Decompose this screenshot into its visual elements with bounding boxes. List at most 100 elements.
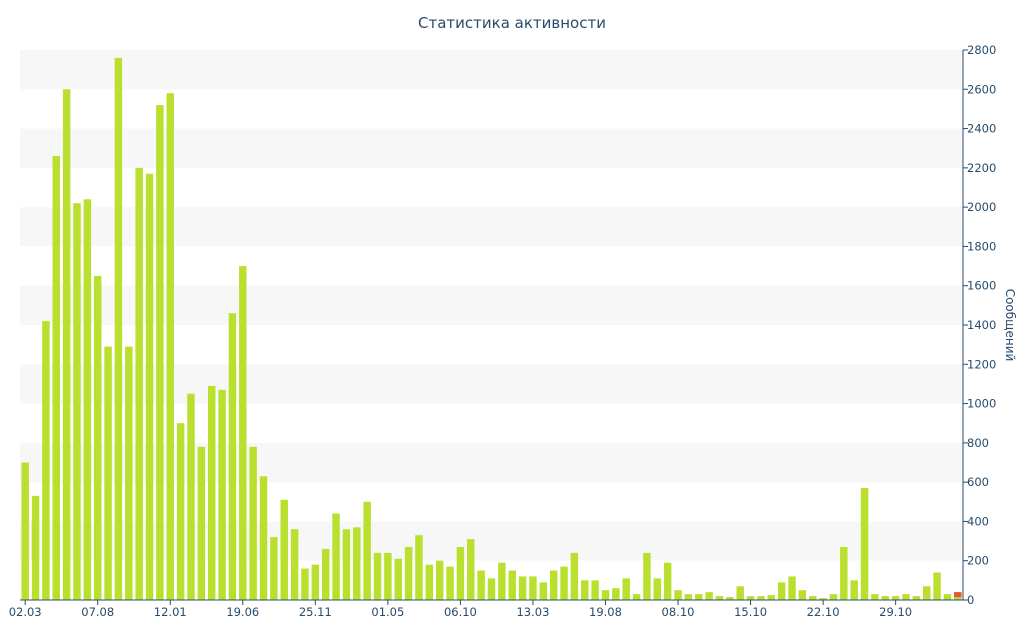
- bar[interactable]: [788, 576, 796, 600]
- bar[interactable]: [819, 598, 827, 600]
- bar[interactable]: [114, 57, 123, 601]
- bar[interactable]: [902, 594, 910, 600]
- bar[interactable]: [62, 89, 71, 600]
- bar[interactable]: [373, 552, 382, 600]
- bar[interactable]: [923, 586, 931, 600]
- bar[interactable]: [270, 537, 278, 600]
- bar[interactable]: [176, 423, 185, 600]
- bar[interactable]: [498, 562, 506, 600]
- bar[interactable]: [622, 578, 630, 600]
- bar[interactable]: [601, 590, 610, 600]
- bar[interactable]: [353, 527, 361, 600]
- bar[interactable]: [290, 529, 299, 600]
- bar[interactable]: [809, 596, 817, 600]
- bar[interactable]: [570, 552, 579, 600]
- x-axis: 02.03 07.08 12.01 19.06 25.11 01.05 06.10 13.03…: [9, 599, 963, 619]
- bar[interactable]: [394, 558, 402, 600]
- bar[interactable]: [643, 552, 651, 600]
- bar[interactable]: [435, 560, 444, 600]
- bar[interactable]: [311, 564, 320, 600]
- bar[interactable]: [125, 346, 133, 600]
- bar[interactable]: [31, 495, 40, 600]
- bar-series: [21, 57, 962, 601]
- bar[interactable]: [736, 586, 744, 600]
- bar[interactable]: [415, 535, 423, 600]
- bar[interactable]: [829, 594, 838, 600]
- bar[interactable]: [653, 578, 662, 600]
- bar[interactable]: [259, 476, 268, 600]
- bar[interactable]: [715, 596, 724, 600]
- bar[interactable]: [21, 462, 29, 601]
- bar[interactable]: [83, 199, 92, 601]
- y-tick-label: 400: [967, 514, 989, 528]
- bar[interactable]: [746, 596, 755, 600]
- y-axis: 0 200 400 600 800 1000 1200 1400 1600 1800 2000 220…: [962, 43, 996, 607]
- bar[interactable]: [943, 594, 952, 600]
- bar[interactable]: [52, 156, 60, 600]
- bar[interactable]: [632, 594, 641, 600]
- bar[interactable]: [218, 389, 226, 600]
- bar[interactable]: [933, 572, 941, 601]
- bar[interactable]: [42, 321, 50, 600]
- bar[interactable]: [860, 488, 869, 600]
- bar[interactable]: [301, 568, 309, 600]
- bar[interactable]: [166, 93, 174, 601]
- bar[interactable]: [487, 578, 496, 600]
- bar[interactable]: [342, 529, 351, 600]
- bar[interactable]: [321, 548, 330, 600]
- bar[interactable]: [891, 596, 900, 600]
- bar[interactable]: [549, 570, 558, 600]
- bar[interactable]: [840, 546, 848, 600]
- bar[interactable]: [425, 564, 434, 600]
- x-tick-label: 15.10: [734, 605, 767, 619]
- bar[interactable]: [529, 576, 537, 600]
- bar[interactable]: [850, 580, 858, 600]
- bar[interactable]: [581, 580, 589, 600]
- bar[interactable]: [705, 592, 713, 600]
- bar[interactable]: [135, 167, 143, 601]
- bar[interactable]: [446, 566, 454, 600]
- bar[interactable]: [332, 513, 340, 600]
- bar[interactable]: [560, 566, 568, 600]
- bar[interactable]: [456, 546, 465, 600]
- bar[interactable]: [591, 580, 599, 600]
- y-tick-label: 1000: [967, 397, 996, 411]
- bar[interactable]: [228, 313, 237, 600]
- bar[interactable]: [207, 385, 216, 600]
- bar[interactable]: [674, 590, 682, 600]
- bar[interactable]: [757, 596, 765, 600]
- x-tick-label: 02.03: [9, 605, 42, 619]
- bar[interactable]: [726, 597, 734, 600]
- bar[interactable]: [280, 499, 288, 600]
- bar[interactable]: [539, 582, 548, 600]
- bar[interactable]: [239, 266, 247, 600]
- bar[interactable]: [684, 594, 693, 600]
- bar[interactable]: [777, 582, 786, 600]
- bar[interactable]: [518, 576, 527, 600]
- bar[interactable]: [477, 570, 485, 600]
- bar[interactable]: [197, 446, 206, 600]
- bar[interactable]: [663, 562, 672, 600]
- bar[interactable]: [404, 546, 413, 600]
- bar[interactable]: [363, 501, 371, 600]
- bar[interactable]: [145, 173, 154, 600]
- bar[interactable]: [912, 596, 921, 600]
- bar[interactable]: [798, 590, 807, 600]
- bar[interactable]: [695, 594, 703, 600]
- bar[interactable]: [467, 539, 475, 600]
- bar[interactable]: [881, 596, 890, 600]
- bar[interactable]: [187, 393, 195, 600]
- x-tick-label: 29.10: [879, 605, 912, 619]
- x-tick-label: 12.01: [154, 605, 187, 619]
- bar[interactable]: [156, 105, 164, 600]
- bar[interactable]: [508, 570, 516, 600]
- bar[interactable]: [249, 446, 257, 600]
- bar[interactable]: [871, 594, 879, 600]
- bar[interactable]: [73, 203, 81, 600]
- bar[interactable]: [93, 275, 102, 600]
- bar[interactable]: [767, 595, 776, 600]
- bar[interactable]: [104, 346, 112, 600]
- bar[interactable]: [612, 588, 620, 600]
- bar[interactable]: [384, 552, 392, 600]
